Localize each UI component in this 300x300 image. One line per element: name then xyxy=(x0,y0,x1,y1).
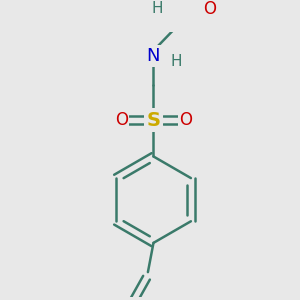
Text: S: S xyxy=(146,111,161,130)
Text: O: O xyxy=(115,111,128,129)
Text: H: H xyxy=(171,54,182,69)
Text: O: O xyxy=(203,0,216,18)
Text: H: H xyxy=(151,1,163,16)
Text: O: O xyxy=(179,111,192,129)
Text: N: N xyxy=(147,47,160,65)
